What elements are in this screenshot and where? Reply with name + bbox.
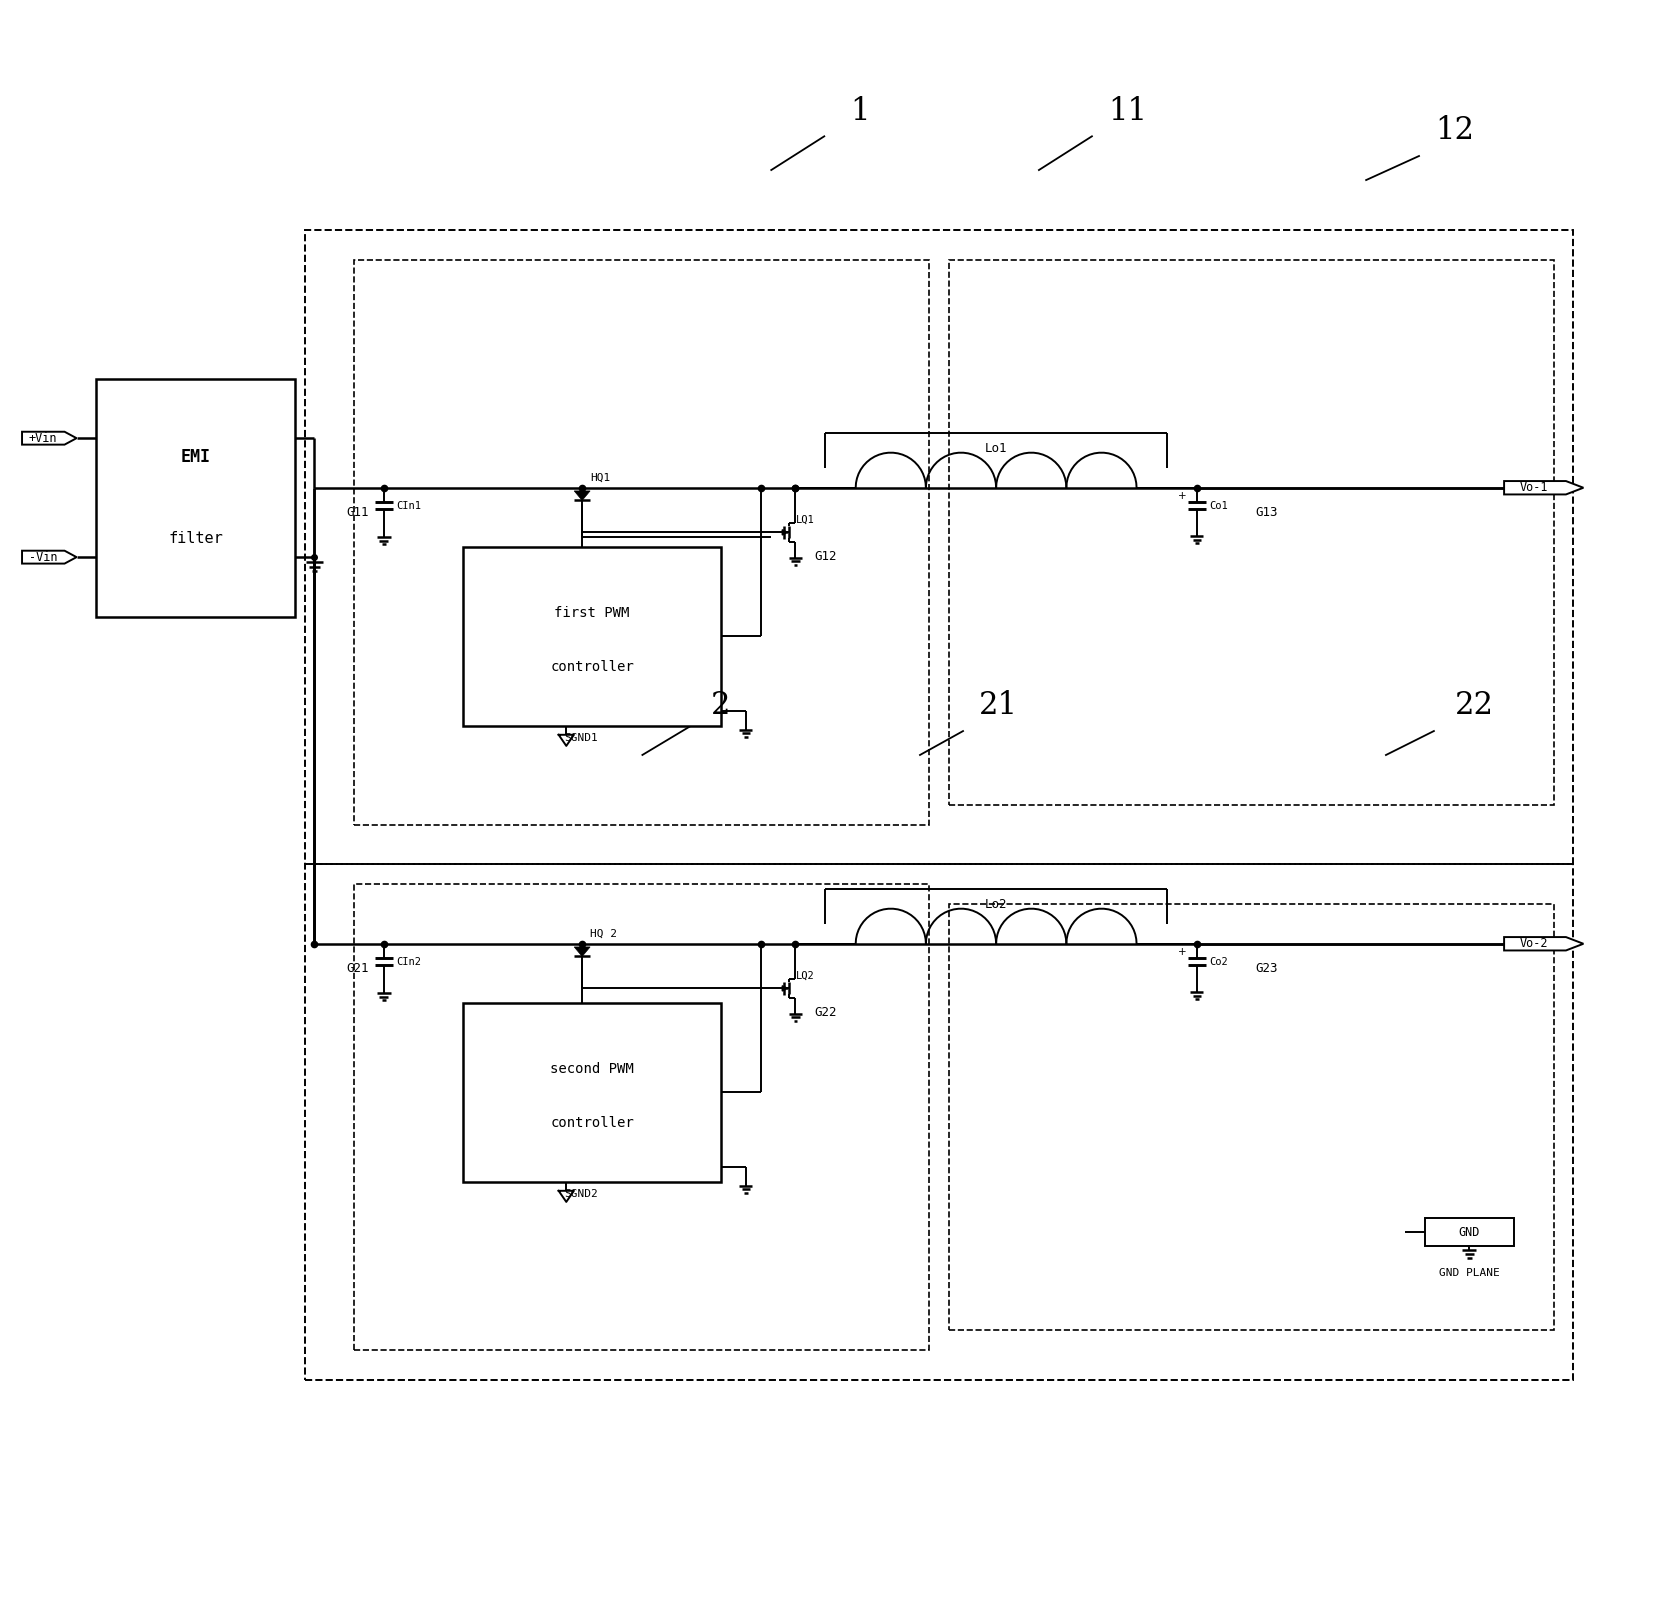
Text: EMI: EMI bbox=[180, 448, 210, 465]
Polygon shape bbox=[574, 491, 589, 501]
Text: CIn2: CIn2 bbox=[396, 957, 420, 966]
Bar bbox=[463, 547, 720, 725]
Text: G22: G22 bbox=[814, 1006, 836, 1019]
Text: 1: 1 bbox=[849, 96, 869, 127]
Text: controller: controller bbox=[549, 1115, 634, 1130]
Polygon shape bbox=[574, 947, 589, 957]
Text: filter: filter bbox=[169, 531, 223, 546]
Text: first PWM: first PWM bbox=[554, 607, 629, 620]
Bar bbox=[305, 865, 1572, 1380]
Bar bbox=[305, 230, 1572, 865]
Text: 12: 12 bbox=[1435, 116, 1473, 146]
Text: LQ1: LQ1 bbox=[796, 515, 814, 525]
Polygon shape bbox=[1503, 482, 1582, 494]
Bar bbox=[354, 884, 928, 1350]
Text: G12: G12 bbox=[814, 551, 836, 563]
Text: G11: G11 bbox=[346, 506, 369, 518]
Text: G23: G23 bbox=[1254, 961, 1276, 976]
Polygon shape bbox=[1503, 937, 1582, 950]
Text: +: + bbox=[1178, 947, 1187, 957]
Text: HQ1: HQ1 bbox=[589, 473, 611, 483]
Text: Lo2: Lo2 bbox=[985, 897, 1006, 910]
Text: Vo-1: Vo-1 bbox=[1519, 482, 1547, 494]
Text: 22: 22 bbox=[1455, 690, 1493, 721]
Polygon shape bbox=[22, 551, 76, 563]
Text: Co2: Co2 bbox=[1208, 957, 1226, 966]
Text: GND PLANE: GND PLANE bbox=[1438, 1268, 1499, 1278]
Text: 2: 2 bbox=[710, 690, 730, 721]
Text: HQ 2: HQ 2 bbox=[589, 929, 617, 939]
Text: GND: GND bbox=[1458, 1226, 1480, 1239]
Text: G13: G13 bbox=[1254, 506, 1276, 518]
Bar bbox=[1423, 1218, 1513, 1245]
Text: 21: 21 bbox=[978, 690, 1018, 721]
Polygon shape bbox=[22, 432, 76, 445]
Bar bbox=[948, 260, 1552, 806]
Text: G21: G21 bbox=[346, 961, 369, 976]
Text: LQ2: LQ2 bbox=[796, 971, 814, 981]
Text: +Vin: +Vin bbox=[28, 432, 56, 445]
Bar bbox=[96, 379, 295, 616]
Text: Vo-2: Vo-2 bbox=[1519, 937, 1547, 950]
Text: second PWM: second PWM bbox=[549, 1063, 634, 1077]
Bar bbox=[948, 904, 1552, 1331]
Text: +: + bbox=[1178, 491, 1187, 501]
Text: controller: controller bbox=[549, 660, 634, 674]
Bar bbox=[354, 260, 928, 825]
Text: CIn1: CIn1 bbox=[396, 501, 420, 510]
Text: SGND2: SGND2 bbox=[564, 1189, 597, 1199]
Text: -Vin: -Vin bbox=[28, 551, 56, 563]
Text: Co1: Co1 bbox=[1208, 501, 1226, 510]
Text: Lo1: Lo1 bbox=[985, 441, 1006, 454]
Text: SGND1: SGND1 bbox=[564, 732, 597, 743]
Text: 11: 11 bbox=[1107, 96, 1147, 127]
Bar bbox=[463, 1003, 720, 1181]
